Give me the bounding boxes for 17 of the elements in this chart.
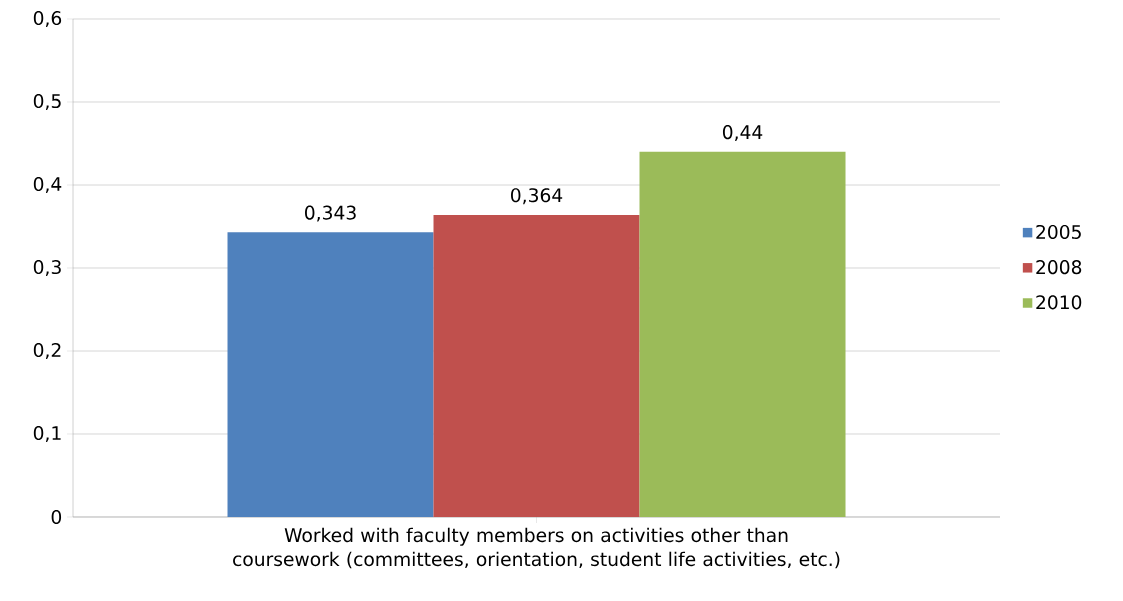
y-tick-label: 0,1 [33, 425, 61, 443]
bar [433, 214, 640, 517]
y-tick-label: 0,6 [33, 10, 62, 28]
y-tick-label: 0,4 [33, 176, 62, 194]
y-tick-label: 0,2 [33, 342, 61, 360]
x-tick-label: Worked with faculty members on activities other than coursework (committees, orientation, student life activities, etc.) [233, 527, 840, 569]
y-tick-label: 0,3 [33, 259, 61, 277]
legend-label: 2005 [1036, 224, 1081, 240]
data-label: 0,364 [511, 188, 563, 205]
data-label: 0,343 [305, 205, 356, 222]
y-tick-label: 0,5 [33, 93, 61, 111]
legend-label: 2008 [1036, 260, 1082, 275]
legend-label: 2010 [1036, 295, 1082, 310]
bar [639, 151, 846, 517]
data-label: 0,44 [722, 125, 763, 142]
y-tick-label: 0 [51, 509, 62, 525]
bar [227, 232, 434, 517]
